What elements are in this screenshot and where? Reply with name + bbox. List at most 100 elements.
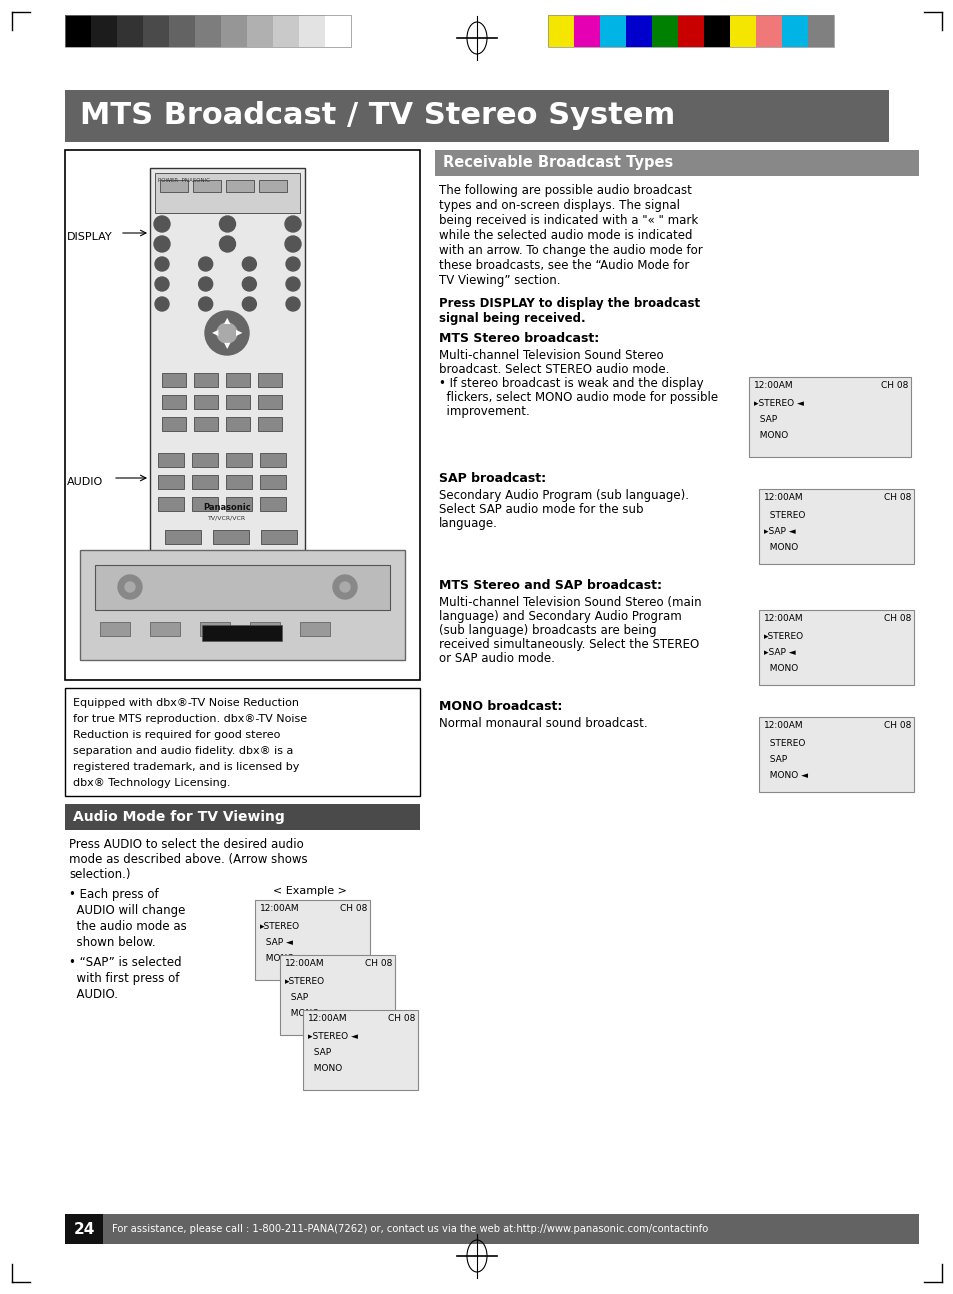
Circle shape <box>154 298 169 311</box>
Circle shape <box>286 298 299 311</box>
Bar <box>150 622 180 635</box>
Bar <box>169 16 194 47</box>
Text: registered trademark, and is licensed by: registered trademark, and is licensed by <box>73 762 299 773</box>
Bar <box>192 475 218 489</box>
Bar <box>260 475 286 489</box>
Text: Select SAP audio mode for the sub: Select SAP audio mode for the sub <box>438 503 643 516</box>
Bar <box>299 622 330 635</box>
Text: For assistance, please call : 1-800-211-PANA(7262) or, contact us via the web at: For assistance, please call : 1-800-211-… <box>112 1224 707 1234</box>
Bar <box>194 16 221 47</box>
Text: MONO: MONO <box>763 543 798 553</box>
Bar <box>280 955 395 1035</box>
Text: Reduction is required for good stereo: Reduction is required for good stereo <box>73 730 280 740</box>
Circle shape <box>205 311 249 355</box>
Text: SAP: SAP <box>285 992 308 1002</box>
Bar <box>273 16 298 47</box>
Text: ◀: ◀ <box>212 329 218 338</box>
Text: CH 08: CH 08 <box>880 380 907 389</box>
Text: AUDIO.: AUDIO. <box>69 989 118 1002</box>
Text: CH 08: CH 08 <box>883 721 910 730</box>
Bar <box>165 531 201 543</box>
Text: MONO: MONO <box>763 664 798 673</box>
Text: Normal monaural sound broadcast.: Normal monaural sound broadcast. <box>438 717 647 730</box>
Text: signal being received.: signal being received. <box>438 312 585 325</box>
Bar <box>158 475 184 489</box>
Text: Audio Mode for TV Viewing: Audio Mode for TV Viewing <box>73 810 284 824</box>
Text: with an arrow. To change the audio mode for: with an arrow. To change the audio mode … <box>438 245 702 258</box>
Bar <box>150 168 305 568</box>
Circle shape <box>125 582 135 591</box>
Text: ▸SAP ◄: ▸SAP ◄ <box>763 648 795 657</box>
Bar <box>213 531 249 543</box>
Bar <box>226 475 252 489</box>
Circle shape <box>242 258 256 270</box>
Bar <box>298 16 325 47</box>
Bar <box>247 16 273 47</box>
Text: ▸STEREO ◄: ▸STEREO ◄ <box>753 399 803 408</box>
Text: SAP broadcast:: SAP broadcast: <box>438 472 545 485</box>
Text: Equipped with dbx®-TV Noise Reduction: Equipped with dbx®-TV Noise Reduction <box>73 697 298 708</box>
Text: ▸STEREO: ▸STEREO <box>285 977 325 986</box>
Text: ▼: ▼ <box>224 340 230 349</box>
Text: CH 08: CH 08 <box>365 959 392 968</box>
Text: AUDIO will change: AUDIO will change <box>69 905 185 917</box>
Bar <box>807 16 833 47</box>
Bar <box>80 550 405 660</box>
Text: MONO: MONO <box>308 1064 342 1073</box>
Bar <box>226 180 253 192</box>
Text: MONO: MONO <box>753 431 787 440</box>
Text: received simultaneously. Select the STEREO: received simultaneously. Select the STER… <box>438 638 699 651</box>
Text: SAP: SAP <box>308 1048 331 1057</box>
Text: MTS Stereo and SAP broadcast:: MTS Stereo and SAP broadcast: <box>438 578 661 591</box>
Text: with first press of: with first press of <box>69 972 179 985</box>
Text: DISPLAY: DISPLAY <box>67 232 112 242</box>
Text: while the selected audio mode is indicated: while the selected audio mode is indicat… <box>438 229 692 242</box>
Circle shape <box>118 575 142 599</box>
Text: broadcast. Select STEREO audio mode.: broadcast. Select STEREO audio mode. <box>438 364 669 377</box>
Circle shape <box>285 216 301 232</box>
Bar <box>154 173 299 214</box>
Bar <box>65 16 351 47</box>
Bar <box>325 16 351 47</box>
Bar <box>200 622 230 635</box>
Bar <box>65 804 419 829</box>
Text: flickers, select MONO audio mode for possible: flickers, select MONO audio mode for pos… <box>438 391 718 404</box>
Circle shape <box>339 582 350 591</box>
Circle shape <box>198 258 213 270</box>
Text: CH 08: CH 08 <box>339 905 367 914</box>
Bar <box>193 395 218 409</box>
Text: ▸STEREO: ▸STEREO <box>260 923 300 930</box>
Bar <box>192 453 218 467</box>
Text: 12:00AM: 12:00AM <box>260 905 299 914</box>
Text: Panasonic: Panasonic <box>203 503 251 512</box>
Text: Secondary Audio Program (sub language).: Secondary Audio Program (sub language). <box>438 489 688 502</box>
Bar <box>162 373 186 387</box>
Bar <box>226 453 252 467</box>
Bar <box>193 373 218 387</box>
Text: the audio mode as: the audio mode as <box>69 920 187 933</box>
Bar <box>759 609 913 685</box>
Bar <box>192 497 218 511</box>
Text: Press DISPLAY to display the broadcast: Press DISPLAY to display the broadcast <box>438 298 700 311</box>
Text: 12:00AM: 12:00AM <box>763 613 802 622</box>
Bar <box>678 16 703 47</box>
Bar <box>162 417 186 431</box>
Text: MTS Broadcast / TV Stereo System: MTS Broadcast / TV Stereo System <box>80 101 675 131</box>
Circle shape <box>286 258 299 270</box>
Circle shape <box>216 324 236 343</box>
Text: CH 08: CH 08 <box>883 493 910 502</box>
Text: Receivable Broadcast Types: Receivable Broadcast Types <box>442 155 673 171</box>
Bar <box>755 16 781 47</box>
Bar <box>257 417 282 431</box>
Circle shape <box>198 277 213 291</box>
Text: language) and Secondary Audio Program: language) and Secondary Audio Program <box>438 609 681 622</box>
Bar <box>226 497 252 511</box>
Bar <box>65 91 888 142</box>
Text: or SAP audio mode.: or SAP audio mode. <box>438 652 555 665</box>
Text: these broadcasts, see the “Audio Mode for: these broadcasts, see the “Audio Mode fo… <box>438 259 689 272</box>
Text: 12:00AM: 12:00AM <box>753 380 793 389</box>
Text: ▸SAP ◄: ▸SAP ◄ <box>763 527 795 536</box>
Text: MTS Stereo broadcast:: MTS Stereo broadcast: <box>438 333 598 345</box>
Circle shape <box>219 216 235 232</box>
Bar <box>599 16 625 47</box>
